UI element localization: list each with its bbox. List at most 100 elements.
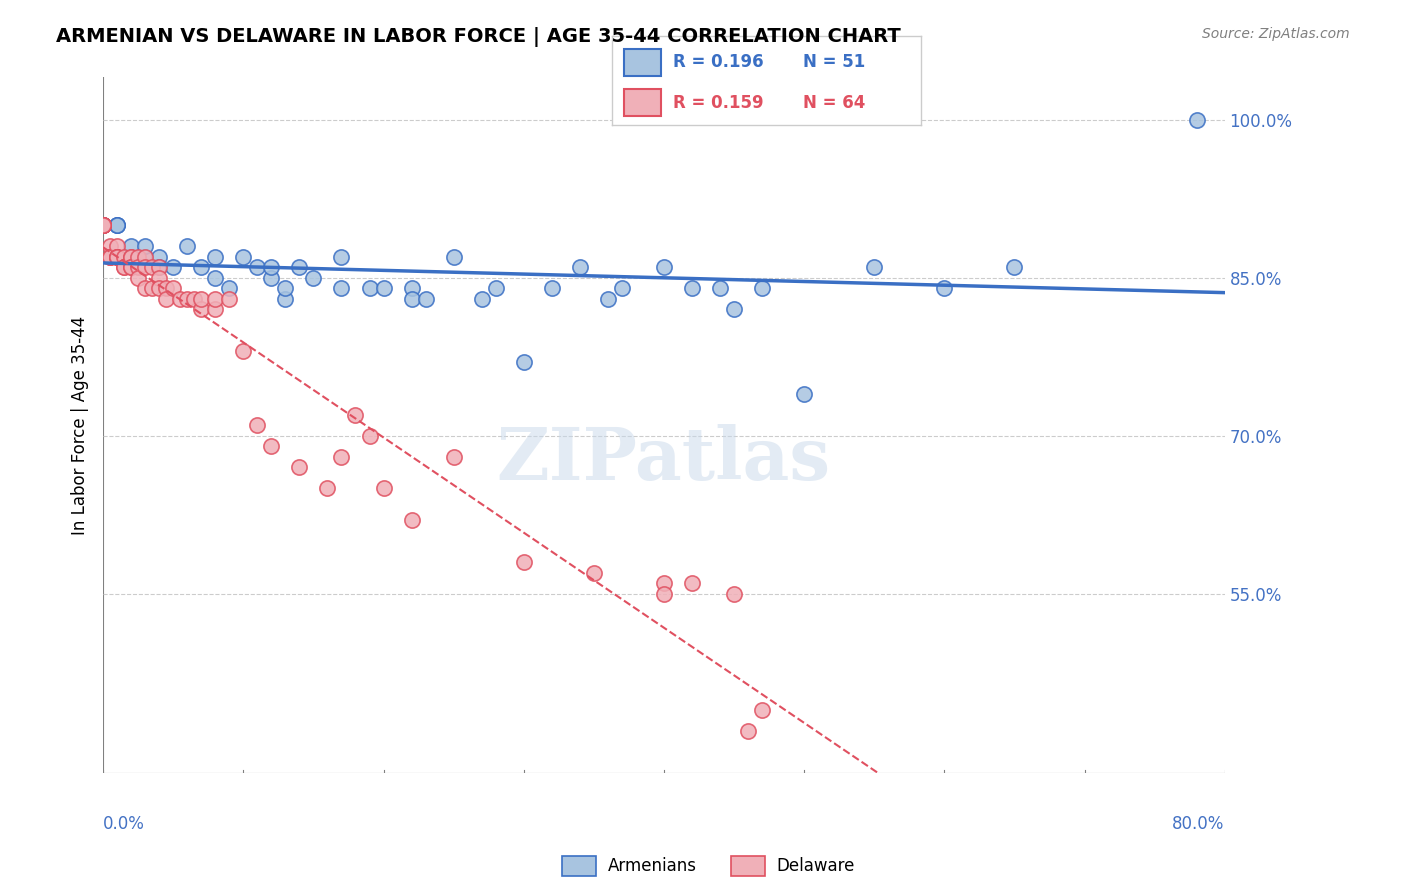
Point: [91, 218, 114, 232]
Point: [105, 239, 128, 253]
Point: [120, 250, 142, 264]
Point: [681, 281, 703, 295]
FancyBboxPatch shape: [731, 856, 765, 876]
Text: 80.0%: 80.0%: [1173, 815, 1225, 833]
Point: [112, 260, 135, 274]
Point: [134, 281, 156, 295]
Point: [582, 566, 605, 580]
Text: ARMENIAN VS DELAWARE IN LABOR FORCE | AGE 35-44 CORRELATION CHART: ARMENIAN VS DELAWARE IN LABOR FORCE | AG…: [56, 27, 901, 46]
Point: [148, 270, 170, 285]
Point: [246, 418, 269, 433]
Point: [134, 250, 156, 264]
Point: [98, 239, 121, 253]
Y-axis label: In Labor Force | Age 35-44: In Labor Force | Age 35-44: [72, 316, 89, 534]
Point: [105, 218, 128, 232]
Point: [105, 218, 128, 232]
Text: 0.0%: 0.0%: [103, 815, 145, 833]
Point: [162, 281, 184, 295]
Point: [112, 260, 135, 274]
Point: [512, 355, 534, 369]
Point: [120, 250, 142, 264]
Point: [246, 260, 269, 274]
Point: [190, 302, 212, 317]
Point: [260, 270, 283, 285]
Point: [401, 281, 423, 295]
Point: [91, 218, 114, 232]
Point: [316, 481, 339, 495]
Point: [863, 260, 886, 274]
Point: [443, 450, 465, 464]
Point: [751, 702, 773, 716]
Point: [120, 260, 142, 274]
Point: [610, 281, 633, 295]
Point: [330, 450, 353, 464]
Point: [471, 292, 494, 306]
Point: [401, 292, 423, 306]
Point: [373, 481, 395, 495]
Point: [155, 281, 177, 295]
Point: [105, 250, 128, 264]
Point: [183, 292, 205, 306]
Point: [148, 281, 170, 295]
Point: [134, 260, 156, 274]
Point: [91, 218, 114, 232]
Point: [148, 260, 170, 274]
Point: [98, 250, 121, 264]
Point: [141, 281, 163, 295]
Point: [540, 281, 562, 295]
Point: [120, 239, 142, 253]
Point: [485, 281, 508, 295]
Point: [204, 270, 226, 285]
Point: [105, 250, 128, 264]
Point: [302, 270, 325, 285]
Point: [127, 260, 149, 274]
Point: [260, 260, 283, 274]
Point: [120, 250, 142, 264]
Point: [127, 270, 149, 285]
Point: [169, 292, 191, 306]
Point: [127, 250, 149, 264]
Point: [190, 292, 212, 306]
Point: [91, 218, 114, 232]
Text: Armenians: Armenians: [607, 857, 696, 875]
Point: [91, 218, 114, 232]
Point: [204, 302, 226, 317]
Point: [190, 260, 212, 274]
Point: [98, 250, 121, 264]
Point: [274, 292, 297, 306]
FancyBboxPatch shape: [624, 49, 661, 76]
Point: [568, 260, 591, 274]
Point: [373, 281, 395, 295]
Point: [723, 302, 745, 317]
Text: R = 0.196: R = 0.196: [673, 54, 763, 71]
Point: [162, 260, 184, 274]
Point: [105, 250, 128, 264]
Text: Source: ZipAtlas.com: Source: ZipAtlas.com: [1202, 27, 1350, 41]
Point: [204, 292, 226, 306]
Point: [91, 218, 114, 232]
Point: [288, 460, 311, 475]
Point: [443, 250, 465, 264]
Point: [288, 260, 311, 274]
Point: [723, 587, 745, 601]
Point: [91, 218, 114, 232]
Point: [596, 292, 619, 306]
Point: [91, 218, 114, 232]
Point: [134, 239, 156, 253]
Text: N = 51: N = 51: [803, 54, 866, 71]
Point: [330, 250, 353, 264]
Point: [91, 218, 114, 232]
Point: [359, 428, 381, 442]
Point: [218, 281, 240, 295]
Point: [1185, 112, 1208, 127]
Point: [260, 439, 283, 453]
Point: [232, 250, 254, 264]
Text: Delaware: Delaware: [776, 857, 855, 875]
Point: [709, 281, 731, 295]
Point: [120, 260, 142, 274]
Point: [148, 250, 170, 264]
Point: [737, 723, 759, 738]
Point: [91, 218, 114, 232]
Point: [751, 281, 773, 295]
Point: [415, 292, 437, 306]
